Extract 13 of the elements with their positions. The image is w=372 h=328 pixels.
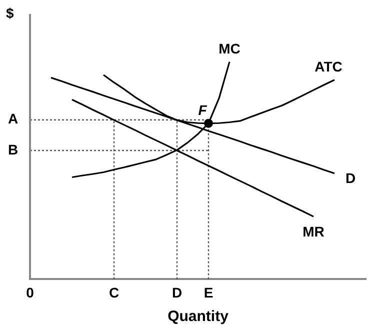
x-axis-title: Quantity — [168, 308, 230, 326]
ref-line-label: A — [8, 110, 18, 127]
series-label: MR — [302, 223, 324, 240]
x-tick-label: C — [108, 284, 120, 300]
x-tick-label: E — [204, 284, 214, 300]
series-label: ATC — [314, 58, 342, 75]
x-tick-label: D — [172, 284, 182, 300]
series-label: D — [345, 170, 356, 186]
annotation: F — [198, 102, 208, 118]
y-axis-title: $ — [6, 4, 14, 21]
x-tick-label: 0 — [26, 284, 34, 300]
ref-line-label: B — [8, 141, 18, 158]
series-label: MC — [218, 40, 240, 57]
